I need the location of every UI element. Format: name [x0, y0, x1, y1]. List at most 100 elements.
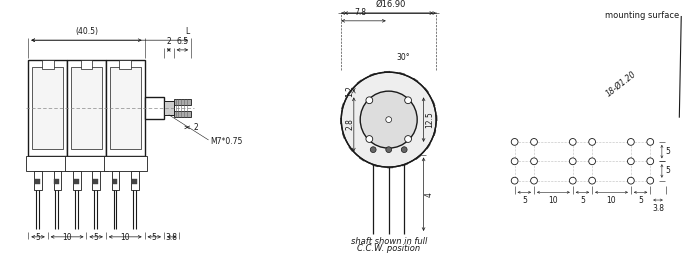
Circle shape: [530, 177, 537, 184]
Circle shape: [647, 139, 654, 145]
Circle shape: [360, 91, 418, 148]
Text: 10: 10: [62, 233, 72, 242]
Bar: [67, 60, 106, 156]
Text: 2: 2: [193, 123, 198, 132]
Circle shape: [647, 158, 654, 165]
Polygon shape: [357, 80, 363, 86]
Circle shape: [405, 97, 411, 104]
Circle shape: [401, 147, 407, 153]
Text: 12.5: 12.5: [425, 111, 434, 128]
Text: 5: 5: [152, 233, 157, 242]
Text: 5: 5: [666, 147, 671, 156]
Text: 10: 10: [606, 196, 616, 205]
Circle shape: [627, 158, 634, 165]
Bar: [65, 156, 108, 171]
Circle shape: [589, 158, 595, 165]
Bar: [174, 111, 191, 117]
Bar: [414, 111, 419, 128]
Polygon shape: [370, 73, 376, 79]
Circle shape: [569, 158, 576, 165]
Polygon shape: [340, 119, 344, 124]
Circle shape: [511, 139, 518, 145]
Polygon shape: [412, 78, 418, 84]
Bar: [26, 156, 69, 171]
Bar: [35, 179, 40, 184]
Circle shape: [386, 147, 392, 153]
Text: 5: 5: [580, 196, 585, 205]
Polygon shape: [422, 88, 429, 94]
Text: 5: 5: [522, 196, 527, 205]
Bar: [131, 171, 139, 190]
Bar: [74, 179, 79, 184]
Polygon shape: [399, 72, 405, 78]
Text: 5: 5: [93, 233, 98, 242]
Polygon shape: [430, 101, 435, 107]
Circle shape: [627, 177, 634, 184]
Text: Ø16.90: Ø16.90: [376, 0, 406, 9]
Text: 3.8: 3.8: [652, 204, 664, 213]
Circle shape: [627, 139, 634, 145]
Polygon shape: [414, 153, 420, 159]
Polygon shape: [431, 130, 436, 136]
Polygon shape: [385, 71, 390, 75]
Polygon shape: [424, 143, 430, 149]
Circle shape: [569, 139, 576, 145]
Bar: [364, 94, 414, 145]
Text: mounting surface: mounting surface: [605, 11, 680, 20]
Circle shape: [366, 136, 373, 142]
Bar: [109, 67, 141, 149]
Bar: [54, 179, 59, 184]
Bar: [104, 156, 146, 171]
Circle shape: [530, 139, 537, 145]
Bar: [54, 171, 61, 190]
Bar: [112, 171, 119, 190]
Text: 5: 5: [36, 233, 40, 242]
Bar: [119, 60, 131, 69]
Text: 10: 10: [549, 196, 558, 205]
Bar: [113, 179, 118, 184]
Bar: [81, 60, 92, 69]
Circle shape: [511, 158, 518, 165]
Circle shape: [530, 158, 537, 165]
Circle shape: [647, 177, 654, 184]
Bar: [73, 171, 81, 190]
Polygon shape: [342, 132, 348, 139]
Text: 2: 2: [167, 37, 171, 46]
Circle shape: [511, 177, 518, 184]
Bar: [106, 60, 144, 156]
Text: 5: 5: [666, 166, 671, 175]
Bar: [32, 67, 63, 149]
Bar: [71, 67, 102, 149]
Bar: [364, 111, 368, 128]
Bar: [92, 171, 100, 190]
Text: shaft shown in full: shaft shown in full: [351, 236, 427, 246]
Text: L: L: [185, 27, 190, 36]
Text: (40.5): (40.5): [75, 27, 98, 36]
Circle shape: [366, 97, 373, 104]
Bar: [164, 101, 174, 115]
Polygon shape: [347, 90, 353, 97]
Bar: [42, 60, 54, 69]
Text: 18-Ø1.20: 18-Ø1.20: [604, 69, 638, 98]
Circle shape: [569, 177, 576, 184]
Polygon shape: [401, 161, 408, 166]
Circle shape: [386, 117, 392, 123]
Bar: [144, 97, 164, 119]
Bar: [93, 179, 98, 184]
Bar: [360, 90, 365, 96]
Polygon shape: [342, 104, 346, 110]
Polygon shape: [348, 145, 355, 151]
Text: 10: 10: [121, 233, 130, 242]
Text: 6.5: 6.5: [176, 37, 188, 46]
Circle shape: [370, 147, 376, 153]
Text: M7*0.75: M7*0.75: [210, 137, 243, 146]
Text: 30°: 30°: [397, 53, 410, 62]
Bar: [412, 143, 418, 149]
Text: 4: 4: [425, 192, 434, 197]
Text: 5: 5: [638, 196, 643, 205]
Bar: [369, 145, 408, 154]
Text: 7.8: 7.8: [354, 8, 366, 17]
Bar: [360, 143, 365, 149]
Polygon shape: [373, 162, 378, 167]
Bar: [412, 90, 418, 96]
